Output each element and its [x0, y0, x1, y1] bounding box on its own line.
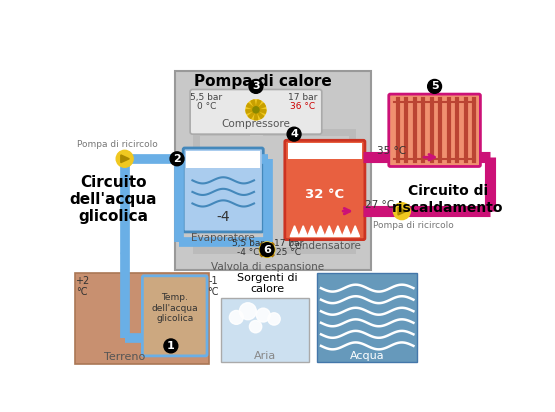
- Polygon shape: [251, 100, 255, 106]
- Text: 3: 3: [252, 82, 260, 91]
- Text: 5: 5: [431, 82, 438, 91]
- Polygon shape: [256, 100, 261, 106]
- Circle shape: [393, 203, 410, 220]
- FancyBboxPatch shape: [183, 148, 263, 232]
- Text: 6: 6: [263, 245, 271, 255]
- Text: Pompa di calore: Pompa di calore: [194, 74, 332, 89]
- Text: Acqua: Acqua: [350, 351, 385, 361]
- Polygon shape: [351, 226, 360, 236]
- Polygon shape: [325, 226, 334, 236]
- Bar: [288, 143, 362, 159]
- Circle shape: [164, 339, 178, 353]
- Text: 25 °C: 25 °C: [276, 248, 301, 257]
- Text: -1
°C: -1 °C: [208, 276, 219, 297]
- Bar: [221, 298, 310, 362]
- Polygon shape: [258, 112, 264, 119]
- Circle shape: [259, 242, 275, 258]
- Text: Condensatore: Condensatore: [289, 241, 361, 251]
- Text: 0 °C: 0 °C: [196, 102, 216, 111]
- Text: +2
°C: +2 °C: [75, 276, 89, 297]
- Circle shape: [287, 127, 301, 141]
- Polygon shape: [121, 155, 129, 163]
- Text: 36 °C: 36 °C: [290, 102, 315, 111]
- Circle shape: [428, 80, 442, 94]
- Text: 2: 2: [173, 154, 181, 164]
- Bar: [74, 273, 209, 364]
- Text: 35 °C: 35 °C: [377, 146, 406, 156]
- Bar: [175, 71, 371, 270]
- Circle shape: [260, 243, 274, 257]
- Polygon shape: [246, 110, 253, 113]
- Text: 27 °C: 27 °C: [365, 200, 394, 210]
- Text: Evaporatore: Evaporatore: [191, 233, 255, 243]
- Polygon shape: [334, 226, 342, 236]
- Text: 32 °C: 32 °C: [305, 188, 345, 201]
- Polygon shape: [259, 103, 265, 108]
- Text: Pompa di ricircolo: Pompa di ricircolo: [77, 140, 157, 150]
- Circle shape: [268, 313, 280, 325]
- Polygon shape: [398, 207, 406, 215]
- Text: -4 °C: -4 °C: [236, 248, 259, 257]
- Polygon shape: [248, 112, 254, 119]
- Text: 1: 1: [167, 341, 175, 351]
- Polygon shape: [290, 226, 299, 236]
- Circle shape: [246, 100, 266, 120]
- Text: Circuito di
riscaldamento: Circuito di riscaldamento: [392, 185, 504, 215]
- Polygon shape: [260, 110, 266, 113]
- Circle shape: [116, 150, 133, 167]
- Text: 4: 4: [290, 129, 298, 139]
- Text: Temp.
dell'acqua
glicolica: Temp. dell'acqua glicolica: [152, 293, 198, 323]
- Polygon shape: [307, 226, 316, 236]
- FancyBboxPatch shape: [388, 94, 481, 166]
- Bar: [186, 151, 260, 168]
- FancyBboxPatch shape: [285, 140, 365, 240]
- Circle shape: [229, 311, 243, 324]
- Text: 17 bar: 17 bar: [288, 94, 317, 103]
- FancyBboxPatch shape: [143, 276, 207, 356]
- Polygon shape: [246, 103, 253, 108]
- Circle shape: [239, 303, 256, 320]
- Text: Pompa di ricircolo: Pompa di ricircolo: [373, 220, 454, 229]
- Text: Compressore: Compressore: [221, 119, 290, 129]
- Text: Aria: Aria: [254, 351, 276, 361]
- Circle shape: [249, 321, 262, 333]
- Circle shape: [253, 107, 259, 113]
- Circle shape: [249, 80, 263, 94]
- Text: 5,5 bar: 5,5 bar: [232, 239, 264, 248]
- Polygon shape: [342, 226, 351, 236]
- Text: 17 bar: 17 bar: [274, 239, 304, 248]
- Polygon shape: [299, 226, 307, 236]
- Text: Valvola di espansione: Valvola di espansione: [210, 262, 324, 272]
- Text: Terreno: Terreno: [104, 352, 145, 363]
- Circle shape: [256, 308, 270, 322]
- Text: Sorgenti di
calore: Sorgenti di calore: [237, 273, 297, 294]
- Circle shape: [170, 152, 184, 166]
- FancyBboxPatch shape: [190, 89, 322, 134]
- Polygon shape: [316, 226, 325, 236]
- Text: -4: -4: [216, 210, 230, 224]
- Text: 5,5 bar: 5,5 bar: [190, 94, 223, 103]
- Polygon shape: [254, 114, 258, 119]
- Bar: [317, 273, 417, 362]
- Text: Circuito
dell'acqua
glicolica: Circuito dell'acqua glicolica: [69, 175, 157, 225]
